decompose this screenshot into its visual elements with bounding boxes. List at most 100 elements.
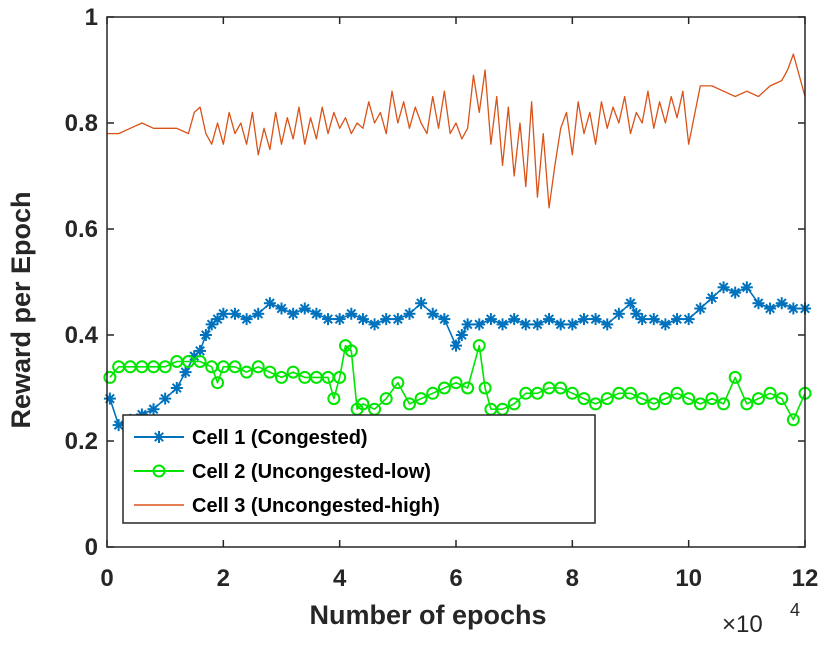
series-1-point-40	[519, 318, 532, 331]
series-2-point-32	[426, 386, 440, 400]
series-2-point-35	[461, 381, 475, 395]
x-tick-label-0: 0	[100, 565, 113, 592]
series-1-point-47	[601, 318, 614, 331]
series-2-point-16	[275, 370, 288, 384]
series-2-point-36	[472, 339, 486, 353]
series-1-point-28	[391, 313, 404, 326]
series-2-point-57	[705, 392, 719, 406]
x-axis-multiplier-base: ×10	[722, 611, 763, 638]
y-axis-title: Reward per Epoch	[6, 191, 36, 428]
legend-box	[122, 414, 596, 524]
y-tick-label-1: 0.2	[65, 428, 98, 455]
series-1-point-23	[333, 313, 346, 326]
y-tick-label-0: 0	[85, 534, 98, 561]
series-1-point-45	[577, 313, 590, 326]
series-1-point-35	[461, 318, 474, 331]
series-1-point-6	[170, 382, 183, 394]
series-1-point-53	[659, 318, 672, 331]
series-2-point-22	[333, 370, 347, 384]
series-2-point-63	[775, 392, 789, 406]
series-1-point-58	[717, 281, 730, 294]
series-1-point-38	[496, 318, 509, 331]
series-1-point-61	[752, 297, 765, 310]
series-1-point-49	[624, 297, 637, 310]
series-2-point-21	[327, 392, 341, 406]
series-1-point-17	[263, 297, 276, 310]
series-2-point-31	[414, 392, 428, 406]
series-1-point-41	[531, 318, 544, 331]
series-1	[103, 281, 811, 432]
series-1-point-27	[380, 313, 393, 326]
x-tick-label-5: 10	[675, 565, 702, 592]
series-2-point-5	[158, 360, 172, 374]
series-1-point-64	[787, 302, 800, 315]
series-2-point-26	[356, 397, 370, 411]
series-2-point-34	[449, 376, 463, 390]
legend-label-3: Cell 3 (Uncongested-high)	[192, 495, 440, 517]
legend-marker-2	[152, 464, 166, 478]
y-tick-label-2: 0.4	[65, 322, 99, 349]
series-1-point-16	[252, 307, 265, 320]
series-1-point-22	[322, 313, 335, 326]
x-tick-label-1: 2	[217, 565, 230, 592]
series-1-point-39	[508, 313, 521, 326]
series-1-point-30	[415, 297, 428, 310]
series-2-point-45	[565, 386, 579, 400]
series-1-point-18	[275, 302, 288, 315]
y-tick-label-3: 0.6	[65, 216, 98, 243]
series-1-point-37	[484, 313, 497, 326]
series-2-point-29	[391, 376, 405, 390]
series-1-point-4	[147, 403, 160, 416]
series-2-point-53	[658, 392, 672, 406]
x-tick-label-6: 12	[792, 565, 819, 592]
series-1-point-5	[159, 392, 172, 405]
series-1-point-44	[566, 318, 579, 331]
series-2-point-46	[577, 392, 591, 406]
series-2-point-56	[693, 397, 707, 411]
series-1-point-15	[240, 313, 253, 326]
series-1-point-26	[368, 318, 381, 331]
series-2-point-62	[763, 386, 777, 400]
x-axis-multiplier: ×10 4	[722, 600, 800, 638]
series-1-point-24	[345, 307, 358, 320]
series-2-point-55	[682, 392, 696, 406]
series-1-point-59	[729, 286, 742, 299]
series-1-point-32	[438, 313, 451, 326]
series-2-point-48	[600, 392, 614, 406]
series-1-point-12	[211, 313, 224, 326]
y-tick-label-4: 0.8	[65, 110, 98, 137]
series-1-point-46	[589, 313, 602, 326]
y-tick-label-5: 1	[85, 4, 98, 31]
series-2-point-10	[211, 376, 225, 390]
x-tick-label-2: 4	[333, 565, 347, 592]
series-2-point-8	[193, 355, 207, 368]
series-2-point-58	[717, 397, 731, 411]
series-1-point-62	[764, 302, 777, 315]
x-tick-label-3: 6	[449, 565, 462, 592]
series-2-point-30	[402, 397, 416, 411]
series-1-point-42	[543, 313, 556, 326]
series-2-point-12	[228, 360, 242, 374]
series-1-point-57	[705, 291, 718, 304]
series-2-point-17	[286, 365, 300, 379]
series-2-point-42	[530, 386, 544, 400]
series-2-point-13	[240, 365, 254, 379]
series-1-point-19	[287, 307, 300, 320]
series-1-point-55	[682, 313, 695, 326]
legend: Cell 1 (Congested) Cell 2 (Uncongested-lo…	[122, 414, 596, 524]
series-2-point-54	[670, 386, 684, 400]
series-1-point-14	[228, 307, 241, 320]
series-2-point-60	[740, 397, 754, 411]
x-axis-title: Number of epochs	[309, 600, 546, 630]
series-2-point-40	[507, 397, 521, 411]
series-1-point-9	[194, 344, 207, 357]
series-2-point-15	[263, 365, 277, 379]
series-2-point-50	[624, 386, 637, 400]
series-1-point-21	[310, 307, 323, 320]
series-1-point-33	[450, 339, 462, 352]
series-2-point-0	[103, 370, 117, 384]
series-1-point-43	[554, 318, 567, 331]
series-2-point-37	[478, 381, 492, 395]
